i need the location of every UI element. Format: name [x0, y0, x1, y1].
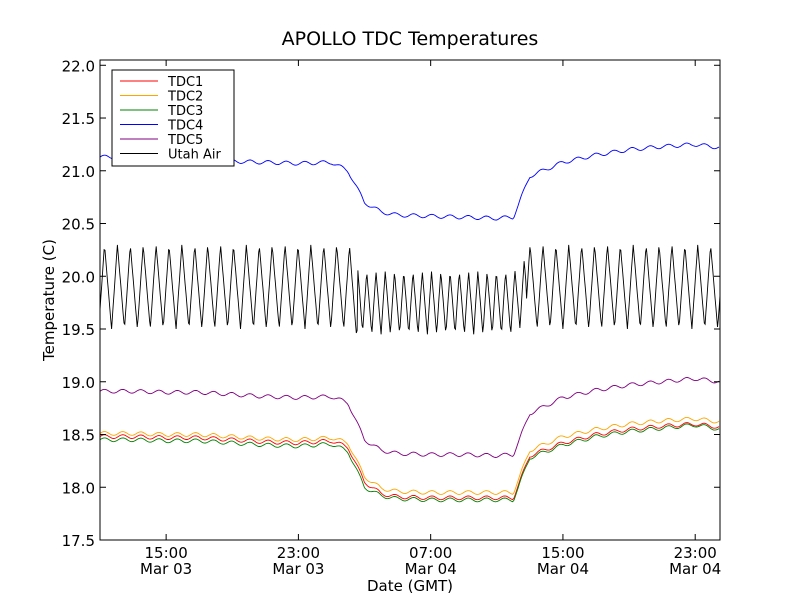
y-axis-label: Temperature (C)	[40, 239, 58, 362]
legend-label: TDC3	[167, 104, 203, 119]
x-tick-date-label: Mar 04	[669, 560, 721, 578]
plot-frame	[99, 59, 721, 541]
x-tick-time-label: 15:00	[145, 544, 188, 562]
legend-label: TDC2	[167, 90, 203, 105]
x-tick-date-label: Mar 04	[405, 560, 457, 578]
legend-label: TDC4	[167, 119, 203, 134]
legend-label: Utah Air	[168, 148, 221, 163]
legend-box	[111, 69, 235, 167]
series-line-utah-air	[100, 244, 720, 335]
x-tick-date-label: Mar 04	[537, 560, 589, 578]
y-tick-label: 19.0	[62, 374, 95, 392]
y-tick-label: 20.5	[62, 216, 95, 234]
y-tick-label: 21.5	[62, 110, 95, 128]
y-tick-label: 17.5	[62, 532, 95, 550]
x-tick-time-label: 07:00	[409, 544, 452, 562]
series-line-tdc5	[100, 377, 720, 458]
legend-label: TDC1	[167, 75, 203, 90]
y-axis: 17.5 18.0 18.5 19.0 19.5 20.0 20.5 21.0 21.5 22.0	[62, 57, 720, 550]
x-tick-date-label: Mar 03	[140, 560, 192, 578]
x-tick-time-label: 23:00	[674, 544, 717, 562]
legend-label: TDC5	[167, 133, 203, 148]
series-line-tdc1	[100, 422, 720, 501]
series-line-tdc2	[100, 416, 720, 495]
chart-title: APOLLO TDC Temperatures	[282, 28, 539, 50]
y-tick-label: 22.0	[62, 57, 95, 75]
x-tick-date-label: Mar 03	[272, 560, 324, 578]
series-line-tdc3	[100, 423, 720, 503]
y-tick-label: 21.0	[62, 163, 95, 181]
x-axis-label: Date (GMT)	[367, 577, 453, 595]
y-tick-label: 20.0	[62, 268, 95, 286]
x-tick-time-label: 15:00	[541, 544, 584, 562]
y-tick-label: 19.5	[62, 321, 95, 339]
x-tick-time-label: 23:00	[277, 544, 320, 562]
y-tick-label: 18.5	[62, 427, 95, 445]
y-tick-label: 18.0	[62, 479, 95, 497]
